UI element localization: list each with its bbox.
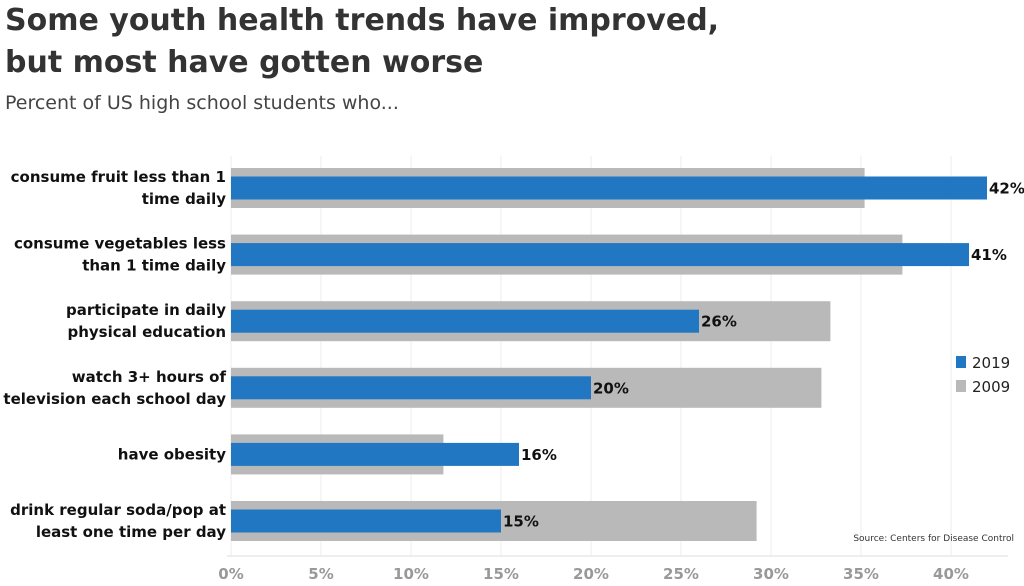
data-label-2019-4: 16%	[521, 446, 557, 464]
bar-2019-1	[231, 243, 969, 267]
legend-swatch-2019	[956, 356, 966, 368]
source-note: Source: Centers for Disease Control	[853, 534, 1014, 544]
x-tick-label-2: 10%	[393, 565, 429, 583]
data-label-2019-5: 15%	[503, 513, 539, 531]
legend-label-2019: 2019	[972, 354, 1010, 372]
x-tick-label-4: 20%	[573, 565, 609, 583]
x-tick-label-6: 30%	[753, 565, 789, 583]
category-label-1-0: consume vegetables less	[14, 235, 226, 253]
gridlines	[227, 156, 1008, 557]
category-label-5-0: drink regular soda/pop at	[10, 501, 226, 519]
data-label-2019-2: 26%	[701, 313, 737, 331]
chart-title-line-2: but most have gotten worse	[5, 45, 484, 80]
x-tick-label-0: 0%	[218, 565, 243, 583]
x-tick-label-3: 15%	[483, 565, 519, 583]
bar-2019-3	[231, 376, 591, 400]
bar-2019-2	[231, 309, 699, 333]
chart-title-line-1: Some youth health trends have improved,	[5, 3, 720, 38]
category-label-2-1: physical education	[67, 323, 226, 341]
x-tick-label-7: 35%	[843, 565, 879, 583]
bars	[231, 168, 987, 541]
category-label-5-1: least one time per day	[36, 523, 226, 541]
data-label-2019-1: 41%	[971, 246, 1007, 264]
x-tick-label-8: 40%	[933, 565, 969, 583]
category-label-0-0: consume fruit less than 1	[11, 168, 226, 186]
legend-swatch-2009	[956, 380, 966, 392]
x-tick-label-5: 25%	[663, 565, 699, 583]
legend-label-2009: 2009	[972, 378, 1010, 396]
x-tick-label-1: 5%	[308, 565, 333, 583]
category-label-3-0: watch 3+ hours of	[72, 368, 227, 386]
category-label-3-1: television each school day	[3, 390, 226, 408]
data-label-2019-3: 20%	[593, 379, 629, 397]
category-labels: consume fruit less than 1 time daily consu…	[3, 168, 226, 541]
category-label-2-0: participate in daily	[66, 301, 226, 319]
bar-2019-5	[231, 509, 501, 533]
legend: 2019 2009	[956, 354, 1010, 396]
category-label-1-1: than 1 time daily	[82, 257, 226, 275]
chart-subtitle: Percent of US high school students who..…	[5, 92, 399, 114]
x-axis-ticks: 0% 5% 10% 15% 20% 25% 30% 35% 40%	[218, 565, 969, 583]
data-label-2019-0: 42%	[989, 180, 1024, 198]
bar-2019-0	[231, 176, 987, 200]
chart-title: Some youth health trends have improved, …	[5, 0, 1005, 84]
bar-2019-4	[231, 442, 519, 466]
data-labels: 42% 41% 26% 20% 16% 15%	[503, 180, 1024, 531]
category-label-4-0: have obesity	[118, 445, 226, 463]
category-label-0-1: time daily	[142, 190, 226, 208]
